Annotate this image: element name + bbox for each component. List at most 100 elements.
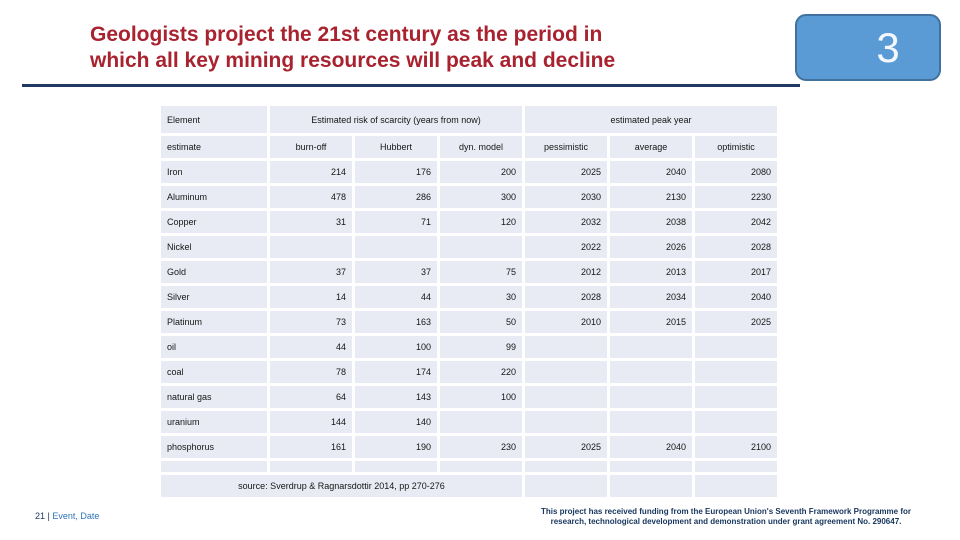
slide-title: Geologists project the 21st century as t… (90, 22, 750, 73)
header-average: average (610, 136, 692, 158)
value-cell: 2034 (610, 286, 692, 308)
value-cell: 37 (270, 261, 352, 283)
empty-cell (695, 461, 777, 472)
value-cell: 286 (355, 186, 437, 208)
table-row-spacer (161, 461, 777, 472)
value-cell (610, 411, 692, 433)
value-cell: 64 (270, 386, 352, 408)
element-cell: coal (161, 361, 267, 383)
table-header-row-groups: Element Estimated risk of scarcity (year… (161, 106, 777, 133)
value-cell: 100 (440, 386, 522, 408)
table-row-uranium: uranium 144 140 (161, 411, 777, 433)
source-cell: source: Sverdrup & Ragnarsdottir 2014, p… (161, 475, 522, 497)
value-cell: 143 (355, 386, 437, 408)
value-cell: 73 (270, 311, 352, 333)
value-cell: 99 (440, 336, 522, 358)
empty-cell (355, 461, 437, 472)
funding-line-1: This project has received funding from t… (541, 507, 911, 516)
element-cell: phosphorus (161, 436, 267, 458)
value-cell: 2042 (695, 211, 777, 233)
table-header-row-sub: estimate burn-off Hubbert dyn. model pes… (161, 136, 777, 158)
element-cell: natural gas (161, 386, 267, 408)
value-cell: 44 (355, 286, 437, 308)
table-row-source: source: Sverdrup & Ragnarsdottir 2014, p… (161, 475, 777, 497)
header-burn-off: burn-off (270, 136, 352, 158)
value-cell: 2028 (695, 236, 777, 258)
value-cell: 2013 (610, 261, 692, 283)
resources-table: Element Estimated risk of scarcity (year… (158, 103, 780, 500)
element-cell: oil (161, 336, 267, 358)
empty-cell (440, 461, 522, 472)
table-row-iron: Iron 214 176 200 2025 2040 2080 (161, 161, 777, 183)
value-cell: 300 (440, 186, 522, 208)
element-cell: Gold (161, 261, 267, 283)
funding-line-2: research, technological development and … (550, 517, 902, 527)
table-row-aluminum: Aluminum 478 286 300 2030 2130 2230 (161, 186, 777, 208)
value-cell: 174 (355, 361, 437, 383)
value-cell: 75 (440, 261, 522, 283)
table-row-platinum: Platinum 73 163 50 2010 2015 2025 (161, 311, 777, 333)
value-cell: 14 (270, 286, 352, 308)
table-row-nickel: Nickel 2022 2026 2028 (161, 236, 777, 258)
value-cell: 163 (355, 311, 437, 333)
value-cell: 230 (440, 436, 522, 458)
footer-page-info: 21 | Event, Date (35, 511, 99, 521)
table-row-silver: Silver 14 44 30 2028 2034 2040 (161, 286, 777, 308)
empty-cell (610, 461, 692, 472)
value-cell: 190 (355, 436, 437, 458)
value-cell: 31 (270, 211, 352, 233)
value-cell: 2015 (610, 311, 692, 333)
slide-title-line-2: which all key mining resources will peak… (90, 48, 616, 72)
empty-cell (525, 461, 607, 472)
slide-page-number-box: 3 (795, 14, 941, 81)
table-row-coal: coal 78 174 220 (161, 361, 777, 383)
element-cell: uranium (161, 411, 267, 433)
value-cell (525, 361, 607, 383)
slide-title-line-1: Geologists project the 21st century as t… (90, 23, 603, 46)
empty-cell (161, 461, 267, 472)
table-row-gold: Gold 37 37 75 2012 2013 2017 (161, 261, 777, 283)
value-cell: 44 (270, 336, 352, 358)
empty-cell (610, 475, 692, 497)
slide-page-number: 3 (876, 23, 900, 71)
footer-page-number: 21 | (35, 511, 50, 521)
header-scarcity-group: Estimated risk of scarcity (years from n… (270, 106, 522, 133)
value-cell: 2100 (695, 436, 777, 458)
element-cell: Platinum (161, 311, 267, 333)
value-cell: 2230 (695, 186, 777, 208)
value-cell: 2130 (610, 186, 692, 208)
value-cell: 2022 (525, 236, 607, 258)
header-optimistic: optimistic (695, 136, 777, 158)
header-hubbert: Hubbert (355, 136, 437, 158)
value-cell: 214 (270, 161, 352, 183)
value-cell: 200 (440, 161, 522, 183)
value-cell: 50 (440, 311, 522, 333)
empty-cell (525, 475, 607, 497)
value-cell: 2025 (695, 311, 777, 333)
footer-event-date: Event, Date (49, 511, 100, 521)
value-cell: 78 (270, 361, 352, 383)
table-row-phosphorus: phosphorus 161 190 230 2025 2040 2100 (161, 436, 777, 458)
value-cell: 37 (355, 261, 437, 283)
value-cell: 2010 (525, 311, 607, 333)
value-cell: 2012 (525, 261, 607, 283)
empty-cell (270, 461, 352, 472)
value-cell: 120 (440, 211, 522, 233)
value-cell (440, 236, 522, 258)
value-cell: 478 (270, 186, 352, 208)
table-row-copper: Copper 31 71 120 2032 2038 2042 (161, 211, 777, 233)
element-cell: Nickel (161, 236, 267, 258)
value-cell: 2040 (610, 161, 692, 183)
value-cell (270, 236, 352, 258)
table-row-natural-gas: natural gas 64 143 100 (161, 386, 777, 408)
element-cell: Aluminum (161, 186, 267, 208)
value-cell: 2026 (610, 236, 692, 258)
value-cell: 2080 (695, 161, 777, 183)
value-cell: 2040 (695, 286, 777, 308)
value-cell (695, 336, 777, 358)
empty-cell (695, 475, 777, 497)
table-row-oil: oil 44 100 99 (161, 336, 777, 358)
value-cell: 30 (440, 286, 522, 308)
value-cell (610, 336, 692, 358)
value-cell: 2025 (525, 436, 607, 458)
